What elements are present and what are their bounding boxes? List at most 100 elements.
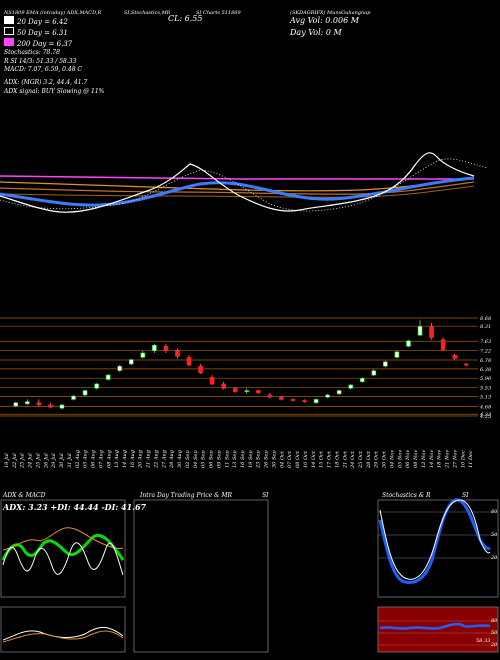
candle-down (186, 357, 192, 366)
price-tick-label: 5.96 (480, 376, 492, 382)
candles (13, 319, 469, 410)
price-tick-label: 5.53 (480, 386, 491, 392)
rsi-tick-50: 50 (491, 630, 498, 636)
candle-up (128, 359, 134, 365)
date-tick-label: 25 Jul (35, 453, 41, 469)
adx-readout: ADX: (MGR) 3.2, 44.4, 41.7 (4, 79, 88, 86)
price-tick-label: 5.13 (480, 395, 491, 401)
candle-up (313, 399, 319, 404)
date-tick-label: 28 Aug (169, 450, 175, 469)
date-tick-label: 23 Jul (20, 453, 26, 469)
ema200-swatch (4, 38, 14, 46)
candle-up (359, 378, 365, 383)
date-tick-label: 30 Jul (59, 453, 65, 468)
adx-panel-readout: ADX: 3.23 +DI: 44.44 -DI: 41.67 (3, 502, 147, 512)
candle-up (105, 374, 111, 380)
candle-up (336, 390, 342, 395)
ema50-line (0, 176, 475, 207)
price-tick-label: 4.33 (479, 412, 491, 418)
header-day-vol: Day Vol: 0 M (290, 28, 342, 37)
ema50-swatch (4, 27, 14, 35)
date-tick-label: 02 Sep (185, 450, 191, 468)
date-tick-label: 17 Oct (327, 450, 333, 468)
candle-down (302, 400, 307, 402)
candle-down (256, 390, 261, 394)
date-tick-label: 05 Nov (397, 450, 403, 468)
ema-lines (0, 152, 489, 213)
date-tick-label: 24 Jul (28, 453, 34, 469)
date-tick-label: 29 Jul (51, 453, 57, 469)
date-tick-label: 21 Nov (445, 450, 451, 469)
stoch-tick-50: 50 (491, 532, 498, 538)
candle-down (48, 404, 53, 408)
date-tick-label: 16 Aug (130, 450, 136, 468)
date-tick-label: 02 Aug (75, 450, 81, 468)
rsi-tick-80: 80 (491, 618, 498, 624)
date-tick-label: 14 Oct (311, 450, 317, 468)
price-tick-label: 8.68 (480, 316, 491, 322)
price-grid (0, 317, 478, 417)
date-tick-label: 13 Aug (114, 450, 120, 468)
rsi-tick-20: 20 (491, 642, 498, 648)
date-tick-label: 23 Sep (256, 450, 262, 469)
candle-down (36, 402, 42, 406)
stoch-tick-80: 80 (491, 509, 498, 515)
date-tick-label: 08 Oct (295, 450, 301, 468)
candle-down (267, 394, 273, 398)
date-tick-label: 06 Nov (405, 450, 411, 468)
header-top-mid2: SI Charts 511869 (196, 10, 241, 16)
candle-up (59, 404, 65, 409)
candle-down (452, 354, 457, 359)
candle-up (82, 390, 88, 396)
header-symbol: (SKDAGRIFX) MunsGuhangnap (290, 10, 371, 16)
date-tick-label: 29 Oct (374, 450, 380, 469)
candle-down (209, 376, 215, 385)
date-tick-label: 08 Aug (106, 450, 112, 468)
price-tick-label: 7.22 (480, 348, 491, 354)
date-tick-label: 06 Sep (209, 450, 215, 468)
date-tick-label: 22 Aug (153, 450, 159, 469)
date-tick-label: 26 Jul (43, 453, 49, 469)
candle-up (94, 383, 99, 389)
candle-down (232, 388, 238, 392)
date-tick-label: 15 Oct (319, 450, 325, 468)
candle-up (152, 344, 157, 352)
candle-up (117, 365, 123, 371)
date-tick-label: 21 Aug (146, 450, 152, 469)
intraday-si: SI (262, 492, 269, 499)
date-tick-label: 25 Oct (358, 450, 364, 469)
candle-down (221, 383, 226, 389)
date-tick-label: 09 Sep (216, 450, 222, 468)
legend-ema50: 50 Day = 6.31 (4, 27, 68, 37)
header-top-left: NS1809 EMA (intraday) ADX,MACD,R (4, 10, 102, 16)
date-tick-label: 07 Oct (287, 450, 293, 468)
date-axis: 19 Jul 22 Jul 23 Jul 24 Jul 25 Jul 26 Jul 29 J… (4, 450, 474, 469)
orange-ma-line-3 (0, 185, 475, 198)
ema200-label: 200 Day = 6.37 (17, 40, 73, 48)
date-tick-label: 21 Oct (342, 450, 348, 469)
candle-down (279, 396, 284, 400)
macd-readout: MACD: 7.07, 6.59, 0.48 C (4, 66, 83, 73)
date-tick-label: 20 Aug (138, 450, 144, 469)
candle-up (417, 326, 423, 336)
date-tick-label: 04 Nov (389, 450, 395, 468)
price-tick-label: 6.78 (480, 358, 491, 364)
candle-up (348, 384, 354, 389)
adx-macd-title: ADX & MACD (3, 492, 46, 499)
date-tick-label: 30 Oct (382, 450, 388, 468)
date-tick-label: 19 Sep (248, 450, 254, 468)
ema20-label: 20 Day = 6.42 (17, 18, 68, 26)
legend-ema200: 200 Day = 6.37 (4, 38, 72, 48)
candle-up (406, 340, 411, 347)
date-tick-label: 24 Oct (350, 450, 356, 469)
price-axis: 8.68 8.31 7.63 7.22 6.78 6.38 5.96 5.53 5.13 4.68… (479, 316, 492, 420)
date-tick-label: 30 Sep (271, 450, 277, 468)
date-tick-label: 11 Dec (468, 450, 474, 468)
candle-down (429, 326, 434, 338)
date-tick-label: 06 Aug (91, 450, 97, 468)
candle-up (140, 352, 146, 358)
candle-down (175, 350, 180, 357)
candle-up (25, 401, 30, 405)
date-tick-label: 11 Sep (224, 450, 230, 468)
